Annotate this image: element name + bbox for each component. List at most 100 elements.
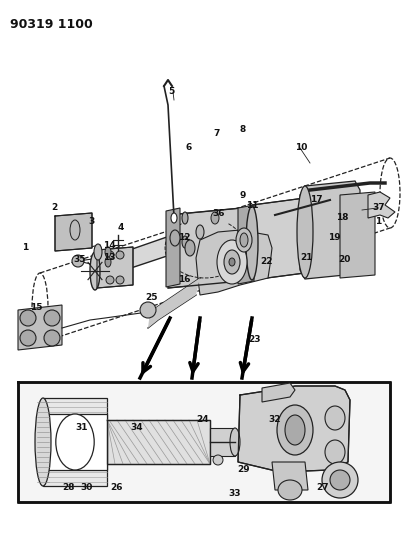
Text: 30: 30: [80, 483, 92, 492]
Text: 7: 7: [213, 128, 219, 138]
Text: 32: 32: [268, 416, 280, 424]
Polygon shape: [262, 383, 295, 402]
Polygon shape: [340, 192, 375, 278]
Text: 90319 1100: 90319 1100: [10, 18, 93, 31]
Ellipse shape: [285, 415, 305, 445]
Ellipse shape: [325, 440, 345, 464]
Text: 5: 5: [168, 87, 174, 96]
Polygon shape: [238, 205, 254, 284]
Polygon shape: [300, 181, 360, 279]
Polygon shape: [43, 414, 107, 470]
Text: 34: 34: [130, 424, 143, 432]
Text: 21: 21: [300, 254, 312, 262]
Ellipse shape: [325, 406, 345, 430]
Text: 26: 26: [110, 483, 123, 492]
Ellipse shape: [213, 455, 223, 465]
Text: 13: 13: [103, 254, 116, 262]
Ellipse shape: [211, 212, 219, 224]
Ellipse shape: [20, 310, 36, 326]
Text: 31: 31: [75, 424, 87, 432]
Text: 20: 20: [338, 255, 350, 264]
Ellipse shape: [70, 220, 80, 240]
Text: 36: 36: [212, 208, 224, 217]
Ellipse shape: [105, 257, 111, 267]
Polygon shape: [95, 215, 230, 280]
Ellipse shape: [182, 236, 188, 248]
Text: 27: 27: [316, 483, 328, 492]
Ellipse shape: [105, 247, 111, 257]
Ellipse shape: [35, 398, 51, 486]
Text: 37: 37: [372, 204, 384, 213]
Ellipse shape: [116, 251, 124, 259]
Text: 4: 4: [118, 223, 125, 232]
Ellipse shape: [230, 428, 240, 456]
Ellipse shape: [116, 276, 124, 284]
Ellipse shape: [330, 470, 350, 490]
Polygon shape: [368, 192, 395, 218]
Polygon shape: [107, 420, 210, 464]
Text: 24: 24: [196, 416, 209, 424]
Polygon shape: [272, 462, 308, 490]
Ellipse shape: [106, 276, 114, 284]
Ellipse shape: [140, 302, 156, 318]
Text: 22: 22: [260, 257, 272, 266]
Ellipse shape: [277, 405, 313, 455]
Polygon shape: [168, 207, 252, 288]
Polygon shape: [43, 398, 107, 486]
Polygon shape: [238, 386, 350, 472]
Text: 14: 14: [103, 240, 116, 249]
Text: 19: 19: [328, 232, 341, 241]
Ellipse shape: [171, 213, 177, 223]
Text: 12: 12: [178, 233, 191, 243]
Ellipse shape: [72, 255, 84, 267]
Ellipse shape: [94, 244, 102, 260]
Ellipse shape: [297, 186, 313, 278]
Polygon shape: [18, 382, 390, 502]
Text: 8: 8: [240, 125, 246, 134]
Text: 11: 11: [246, 200, 258, 209]
Text: 2: 2: [52, 203, 58, 212]
Text: 17: 17: [310, 196, 323, 205]
Polygon shape: [148, 278, 200, 328]
Text: 25: 25: [145, 294, 158, 303]
Ellipse shape: [196, 225, 204, 239]
Ellipse shape: [240, 233, 248, 247]
Polygon shape: [97, 247, 133, 288]
Text: 10: 10: [295, 143, 307, 152]
Ellipse shape: [278, 480, 302, 500]
Ellipse shape: [56, 414, 94, 470]
Ellipse shape: [229, 258, 235, 266]
Ellipse shape: [106, 251, 114, 259]
Polygon shape: [210, 428, 235, 456]
Text: 18: 18: [336, 214, 349, 222]
Ellipse shape: [182, 212, 188, 224]
Text: 23: 23: [248, 335, 260, 344]
Text: 33: 33: [228, 489, 241, 498]
Text: 15: 15: [30, 303, 42, 312]
Ellipse shape: [20, 330, 36, 346]
Polygon shape: [252, 196, 320, 280]
Text: 29: 29: [237, 465, 249, 474]
Text: 9: 9: [240, 190, 246, 199]
Ellipse shape: [246, 206, 258, 280]
Polygon shape: [55, 213, 92, 251]
Ellipse shape: [44, 310, 60, 326]
Polygon shape: [166, 208, 180, 287]
Text: 3: 3: [88, 217, 94, 227]
Ellipse shape: [217, 240, 247, 284]
Text: 28: 28: [62, 483, 75, 492]
Ellipse shape: [44, 330, 60, 346]
Text: 16: 16: [178, 276, 191, 285]
Ellipse shape: [224, 250, 240, 274]
Text: 1: 1: [22, 244, 28, 253]
Polygon shape: [196, 230, 272, 295]
Text: 35: 35: [73, 255, 85, 264]
Polygon shape: [18, 305, 62, 350]
Ellipse shape: [185, 240, 195, 256]
Text: 1: 1: [375, 217, 381, 227]
Text: 6: 6: [185, 143, 191, 152]
Ellipse shape: [170, 230, 180, 246]
Ellipse shape: [322, 462, 358, 498]
Ellipse shape: [90, 252, 100, 290]
Ellipse shape: [236, 228, 252, 252]
